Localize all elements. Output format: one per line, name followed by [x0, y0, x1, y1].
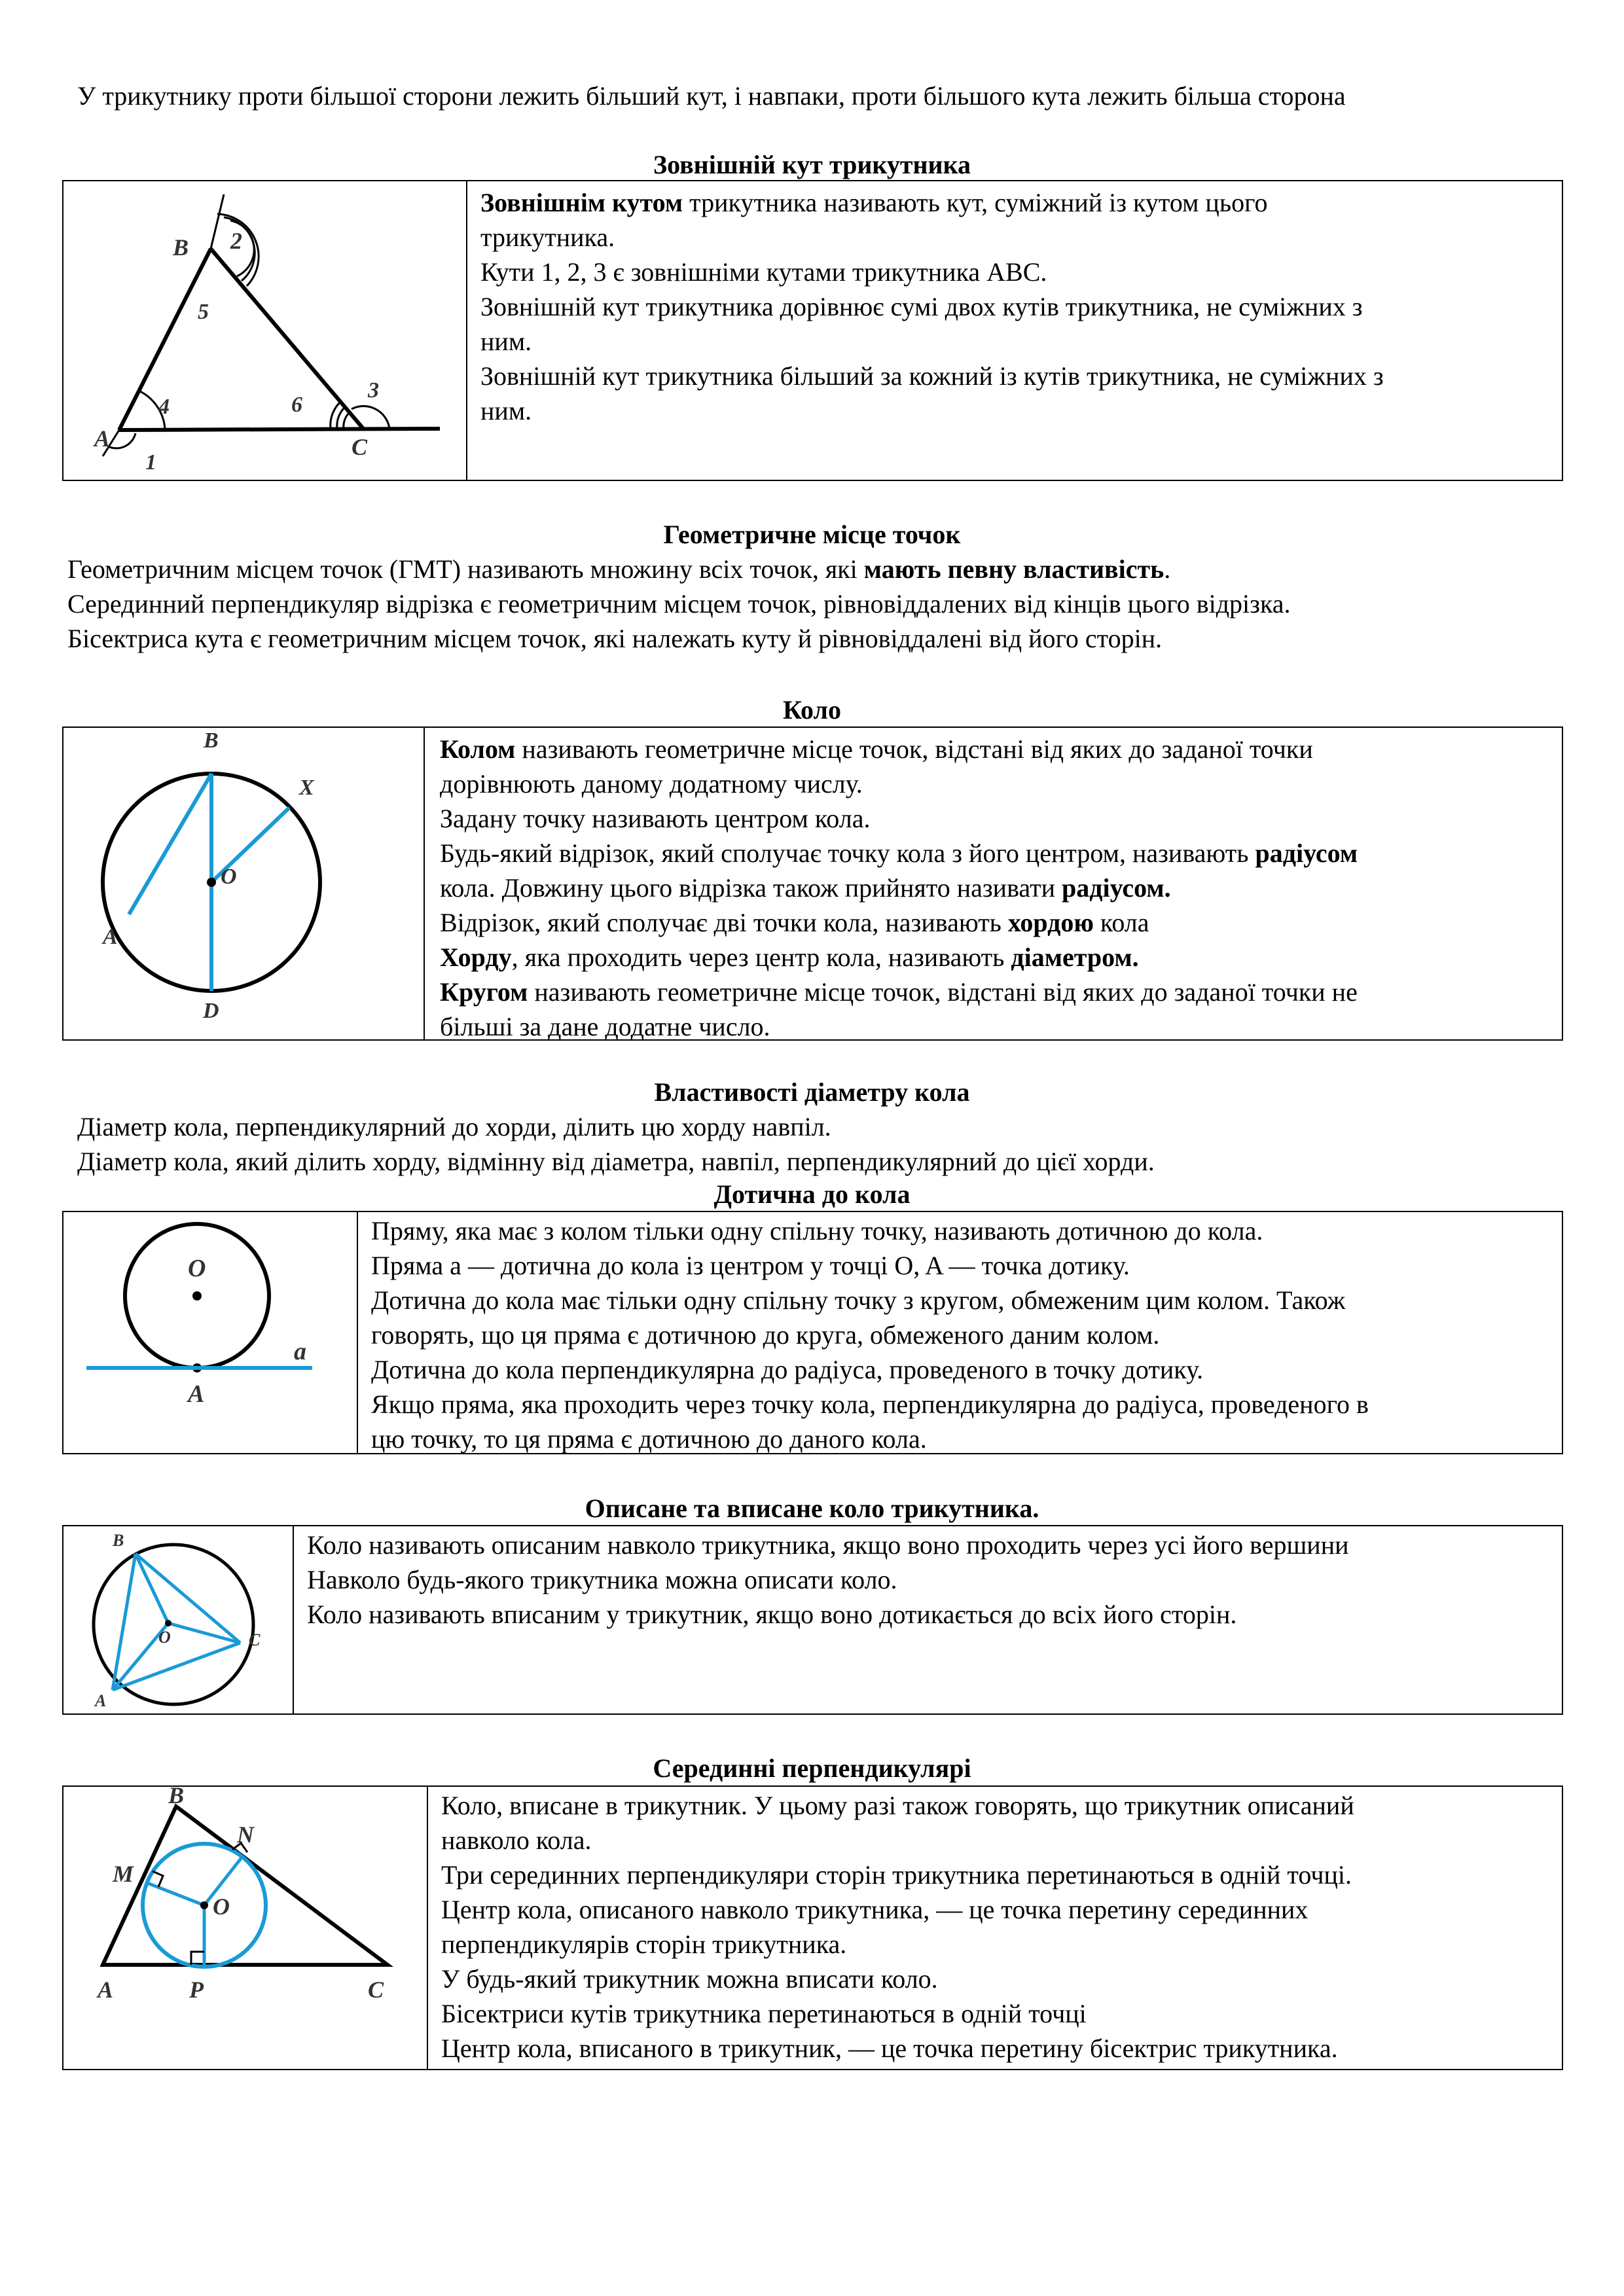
incircle-figure: B N M O A P C — [63, 1787, 427, 2069]
label-A: A — [101, 925, 118, 949]
label-O: O — [213, 1893, 230, 1920]
section-title-circle: Коло — [783, 695, 841, 725]
exterior-angle-figure: B 2 5 4 6 3 A C 1 — [63, 181, 466, 480]
label-N: N — [236, 1821, 255, 1848]
label-1: 1 — [145, 450, 156, 475]
label-C: C — [249, 1630, 261, 1649]
label-O: O — [158, 1628, 171, 1647]
label-C: C — [368, 1977, 384, 2003]
table-divider — [427, 1787, 428, 2069]
label-C: C — [352, 434, 368, 460]
label-a: a — [294, 1338, 306, 1365]
label-5: 5 — [198, 300, 209, 324]
label-6: 6 — [291, 393, 302, 417]
section-title-exterior-angle: Зовнішній кут трикутника — [653, 150, 971, 179]
table-divider — [357, 1212, 358, 1453]
label-A: A — [96, 1977, 113, 2003]
label-A: A — [187, 1380, 204, 1408]
table-divider — [466, 181, 467, 480]
label-B: B — [112, 1531, 124, 1550]
locus-line-3: Бісектриса кута є геометричним місцем то… — [67, 624, 1163, 653]
table-divider — [424, 728, 425, 1039]
label-M: M — [112, 1861, 135, 1887]
label-2: 2 — [230, 228, 242, 254]
label-X: X — [298, 776, 315, 800]
table-divider — [293, 1526, 294, 1713]
perpendiculars-text: Коло, вписане в трикутник. У цьому разі … — [441, 1791, 1354, 2063]
label-4: 4 — [158, 395, 170, 419]
label-D: D — [202, 999, 219, 1023]
section-title-locus: Геометричне місце точок — [663, 520, 961, 549]
label-B: B — [172, 234, 189, 260]
label-P: P — [189, 1977, 204, 2003]
intro-text: У трикутнику проти більшої сторони лежит… — [77, 81, 1346, 111]
exterior-angle-text: Зовнішнім кутом трикутника називають кут… — [480, 188, 1384, 425]
section-title-perpendiculars: Серединні перпендикулярі — [653, 1753, 971, 1783]
section-title-tangent: Дотична до кола — [713, 1179, 911, 1209]
circumscribed-text: Коло називають описаним навколо трикутни… — [307, 1530, 1349, 1629]
diameter-line-1: Діаметр кола, перпендикулярний до хорди,… — [77, 1112, 831, 1141]
circle-text: Колом називають геометричне місце точок,… — [440, 734, 1358, 1041]
circumscribed-figure: B O C A — [63, 1526, 293, 1713]
label-A: A — [94, 1691, 106, 1710]
locus-line-2: Серединний перпендикуляр відрізка є геом… — [67, 589, 1291, 619]
label-O: O — [221, 865, 237, 889]
tangent-text: Пряму, яка має з колом тільки одну спіль… — [371, 1216, 1369, 1454]
tangent-figure: O A a — [63, 1212, 357, 1453]
label-B: B — [168, 1787, 184, 1808]
perpendiculars-table: B N M O A P C Коло, вписане в трикутник.… — [62, 1785, 1563, 2070]
label-3: 3 — [367, 378, 379, 403]
label-B: B — [203, 728, 219, 753]
exterior-angle-table: B 2 5 4 6 3 A C 1 Зовнішнім кутом трикут… — [62, 180, 1563, 481]
tangent-table: O A a Пряму, яка має з колом тільки одну… — [62, 1211, 1563, 1454]
label-O: O — [188, 1255, 206, 1282]
circle-table: B X O A D Колом називають геометричне мі… — [62, 726, 1563, 1041]
term-exterior-angle: Зовнішнім кутом — [480, 188, 683, 217]
section-title-circumscribed: Описане та вписане коло трикутника. — [585, 1494, 1039, 1523]
circumscribed-table: B O C A Коло називають описаним навколо … — [62, 1525, 1563, 1715]
section-title-diameter: Властивості діаметру кола — [654, 1077, 970, 1107]
locus-line-1: Геометричним місцем точок (ГМТ) називают… — [67, 554, 1171, 584]
diameter-line-2: Діаметр кола, який ділить хорду, відмінн… — [77, 1147, 1155, 1176]
circle-figure: B X O A D — [63, 728, 424, 1039]
label-A: A — [93, 425, 110, 452]
